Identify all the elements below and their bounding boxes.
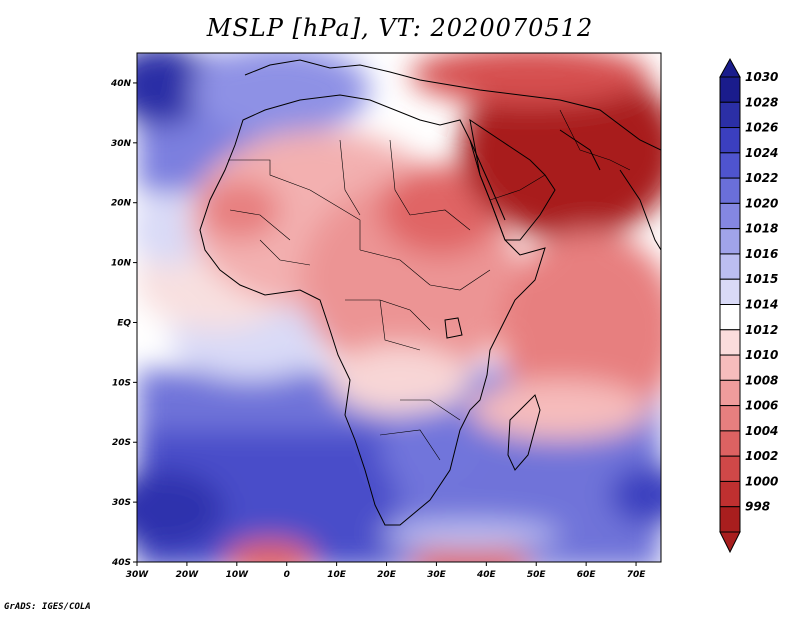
map-axes: 30W 20W 10W 0 10E 20E 30E 40E 50E 60E 70E 40N 30N 20N… xyxy=(110,79,646,580)
colorbar-label: 1002 xyxy=(745,449,778,463)
colorbar-label: 1006 xyxy=(745,399,778,413)
colorbar-swatch xyxy=(719,506,741,533)
colorbar-label: 1018 xyxy=(745,222,778,236)
coastlines xyxy=(199,59,661,526)
colorbar-label: 1026 xyxy=(745,121,778,135)
colorbar-label: 1004 xyxy=(745,424,778,438)
colorbar-top-arrow xyxy=(719,57,741,78)
colorbar-label: 1012 xyxy=(745,323,778,337)
colorbar-swatch xyxy=(719,177,741,204)
colorbar-swatch xyxy=(719,329,741,356)
colorbar-label: 1010 xyxy=(745,348,778,362)
lon-tick-label: 50E xyxy=(527,570,547,580)
europe-coastline xyxy=(244,59,661,151)
lon-tick-label: 30E xyxy=(427,570,447,580)
lon-tick-label: 60E xyxy=(577,570,597,580)
lat-tick-label: 40S xyxy=(111,558,131,568)
colorbar-swatch xyxy=(719,127,741,154)
colorbar-label: 1015 xyxy=(745,272,778,286)
colorbar-swatch xyxy=(719,228,741,255)
lat-tick-label: 40N xyxy=(110,79,132,89)
colorbar-swatch xyxy=(719,202,741,230)
colorbar-swatch xyxy=(719,278,741,306)
lat-tick-label: 20S xyxy=(112,438,131,448)
colorbar-label: 1014 xyxy=(745,298,778,312)
map-title: MSLP [hPa], VT: 2020070512 xyxy=(206,14,594,42)
colorbar-swatch xyxy=(719,354,741,381)
colorbar-swatch xyxy=(719,455,741,482)
lon-tick-label: 10W xyxy=(226,570,250,580)
colorbar-swatch xyxy=(719,253,741,280)
india-coastline xyxy=(619,169,661,251)
map-frame xyxy=(136,52,662,563)
lon-tick-label: 30W xyxy=(126,570,150,580)
lon-tick-label: 40E xyxy=(476,570,497,580)
colorbar-label: 1028 xyxy=(745,95,778,109)
colorbar-swatch xyxy=(719,379,741,407)
lon-tick-label: 0 xyxy=(284,570,290,580)
colorbar-swatch xyxy=(719,152,741,179)
colorbar-swatch xyxy=(719,304,741,331)
colorbar-swatch xyxy=(719,405,741,432)
lon-tick-label: 10E xyxy=(327,570,347,580)
colorbar-swatch xyxy=(719,101,741,129)
grads-credit: GrADS: IGES/COLA xyxy=(4,602,91,612)
pressure-field xyxy=(137,53,661,562)
lon-tick-label: 20E xyxy=(377,570,397,580)
colorbar-label: 1016 xyxy=(745,247,778,261)
lat-tick-label: 10N xyxy=(111,259,132,269)
country-borders xyxy=(228,109,631,461)
lat-tick-label: 30N xyxy=(111,139,132,149)
lat-tick-label: EQ xyxy=(117,318,131,328)
colorbar-label: 1024 xyxy=(745,146,778,160)
colorbar-label: 998 xyxy=(745,500,770,514)
lon-tick-label: 70E xyxy=(627,570,647,580)
persian-gulf xyxy=(559,129,601,171)
colorbar-label: 1030 xyxy=(745,70,778,84)
colorbar-bottom-arrow xyxy=(719,531,741,554)
colorbar-swatch xyxy=(719,76,741,103)
lon-tick-label: 20W xyxy=(176,570,200,580)
madagascar-coastline xyxy=(507,394,541,471)
colorbar-label: 1000 xyxy=(745,474,778,488)
colorbar-label: 1022 xyxy=(745,171,778,185)
africa-coastline xyxy=(199,94,546,526)
lat-tick-label: 10S xyxy=(112,378,131,388)
colorbar-swatch xyxy=(719,480,741,508)
lat-tick-label: 30S xyxy=(112,498,131,508)
colorbar-swatch xyxy=(719,430,741,457)
red-sea xyxy=(469,139,506,221)
lake-victoria xyxy=(444,317,463,339)
arabia-coastline xyxy=(469,118,556,241)
lat-tick-label: 20N xyxy=(111,199,132,209)
colorbar-label: 1020 xyxy=(745,196,778,210)
colorbar-label: 1008 xyxy=(745,373,778,387)
colorbar: 1030 1028 1026 1024 1022 1020 1018 1016 1015 1014… xyxy=(719,57,778,554)
